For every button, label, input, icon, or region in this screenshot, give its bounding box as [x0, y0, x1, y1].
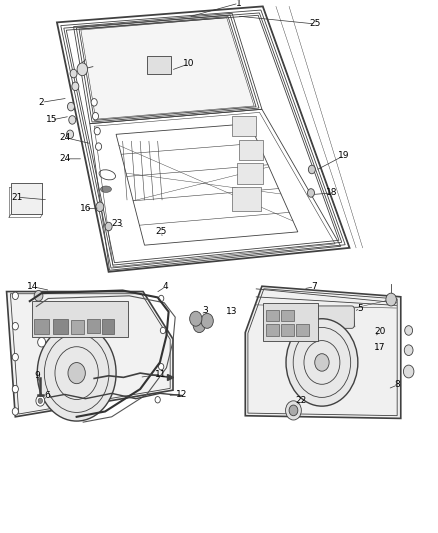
Circle shape — [193, 318, 205, 333]
Text: 5: 5 — [357, 304, 363, 312]
Circle shape — [69, 116, 76, 124]
Circle shape — [91, 99, 97, 106]
Text: 9: 9 — [34, 372, 40, 380]
Text: 21: 21 — [12, 193, 23, 201]
Text: 6: 6 — [44, 391, 50, 400]
Bar — [237, 163, 263, 184]
Bar — [281, 324, 294, 336]
Text: 22: 22 — [296, 397, 307, 405]
Text: 14: 14 — [27, 282, 39, 291]
Bar — [53, 319, 68, 334]
Circle shape — [72, 82, 79, 91]
Text: 3: 3 — [202, 306, 208, 314]
Bar — [232, 187, 261, 211]
Text: 15: 15 — [46, 116, 57, 124]
Text: 17: 17 — [374, 343, 386, 352]
Circle shape — [289, 405, 298, 416]
Bar — [102, 319, 114, 334]
Circle shape — [70, 69, 77, 78]
Text: 19: 19 — [338, 151, 350, 160]
Bar — [266, 324, 279, 336]
Circle shape — [307, 189, 314, 197]
Text: 25: 25 — [155, 228, 167, 236]
Text: 18: 18 — [326, 189, 338, 197]
Text: 8: 8 — [395, 381, 401, 389]
Text: 24: 24 — [59, 133, 71, 142]
Circle shape — [12, 353, 18, 361]
Circle shape — [12, 292, 18, 300]
Text: 1: 1 — [236, 0, 242, 7]
FancyBboxPatch shape — [307, 306, 354, 328]
Circle shape — [38, 337, 46, 347]
Circle shape — [105, 222, 112, 231]
Circle shape — [308, 165, 315, 174]
Text: 12: 12 — [176, 390, 187, 399]
Circle shape — [286, 401, 301, 420]
Bar — [34, 319, 49, 334]
Circle shape — [405, 326, 413, 335]
Circle shape — [67, 102, 74, 111]
Circle shape — [159, 364, 164, 370]
Circle shape — [77, 63, 88, 76]
Text: 13: 13 — [226, 308, 238, 316]
Bar — [11, 183, 42, 214]
Bar — [87, 319, 100, 333]
Polygon shape — [7, 292, 173, 417]
Circle shape — [286, 319, 358, 406]
Bar — [32, 301, 128, 337]
Circle shape — [190, 311, 202, 326]
Text: 24: 24 — [59, 155, 71, 163]
Bar — [263, 303, 318, 341]
Circle shape — [92, 112, 99, 120]
Circle shape — [95, 143, 102, 150]
Circle shape — [315, 354, 329, 371]
Circle shape — [201, 313, 213, 328]
Text: 7: 7 — [311, 282, 318, 291]
Circle shape — [159, 295, 164, 302]
Circle shape — [12, 385, 18, 393]
Bar — [266, 310, 279, 321]
Ellipse shape — [100, 186, 111, 192]
Circle shape — [67, 130, 74, 139]
Circle shape — [12, 408, 18, 415]
Circle shape — [96, 202, 104, 212]
Circle shape — [160, 327, 166, 334]
Text: 25: 25 — [310, 20, 321, 28]
Circle shape — [403, 365, 414, 378]
Text: 23: 23 — [112, 220, 123, 228]
Text: 4: 4 — [163, 282, 168, 291]
Bar — [232, 116, 256, 136]
Circle shape — [36, 395, 45, 406]
Circle shape — [386, 293, 396, 306]
Circle shape — [155, 397, 160, 403]
Bar — [296, 324, 309, 336]
Polygon shape — [81, 18, 254, 119]
Circle shape — [38, 398, 42, 403]
Circle shape — [12, 322, 18, 330]
Circle shape — [34, 290, 43, 301]
Polygon shape — [245, 286, 401, 418]
Text: 10: 10 — [183, 60, 194, 68]
Text: 20: 20 — [374, 327, 386, 336]
Text: 16: 16 — [80, 205, 91, 213]
Circle shape — [404, 345, 413, 356]
Text: 2: 2 — [39, 98, 44, 107]
Bar — [147, 56, 171, 74]
Bar — [239, 140, 263, 160]
Circle shape — [37, 325, 116, 421]
Bar — [71, 320, 84, 334]
Bar — [281, 310, 294, 321]
Circle shape — [94, 127, 100, 135]
Circle shape — [68, 362, 85, 384]
Text: 11: 11 — [155, 370, 167, 378]
